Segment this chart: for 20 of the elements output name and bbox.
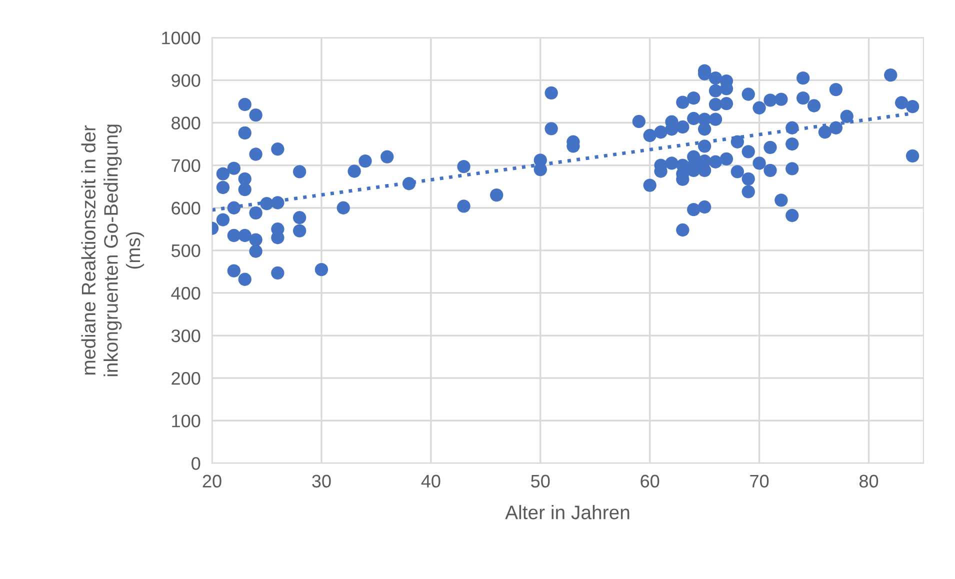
- x-tick-label: 50: [531, 474, 550, 488]
- x-axis-title: Alter in Jahren: [505, 505, 630, 520]
- x-tick-label: 20: [202, 474, 222, 488]
- y-tick-label: 400: [171, 286, 200, 300]
- y-tick-label: 300: [171, 329, 200, 342]
- x-tick-label: 60: [640, 474, 660, 488]
- x-tick-label: 40: [421, 474, 440, 488]
- y-tick-label: 200: [172, 372, 200, 385]
- x-tick-label: 80: [860, 474, 878, 488]
- y-tick-label: 800: [172, 116, 200, 130]
- x-tick-label: 70: [750, 474, 769, 488]
- y-tick-label: 100: [172, 414, 200, 428]
- y-tick-label: 500: [172, 244, 200, 258]
- y-tick-label: 900: [172, 74, 200, 87]
- y-tick-label: 0: [192, 457, 200, 470]
- y-tick-label: 1000: [162, 32, 200, 44]
- y-axis-title: mediane Reaktionszeit in der inkongruenten Go-Bedingung (ms): [81, 124, 144, 376]
- y-tick-label: 600: [172, 202, 200, 215]
- x-tick-label: 30: [312, 474, 331, 488]
- y-tick-label: 700: [172, 159, 200, 172]
